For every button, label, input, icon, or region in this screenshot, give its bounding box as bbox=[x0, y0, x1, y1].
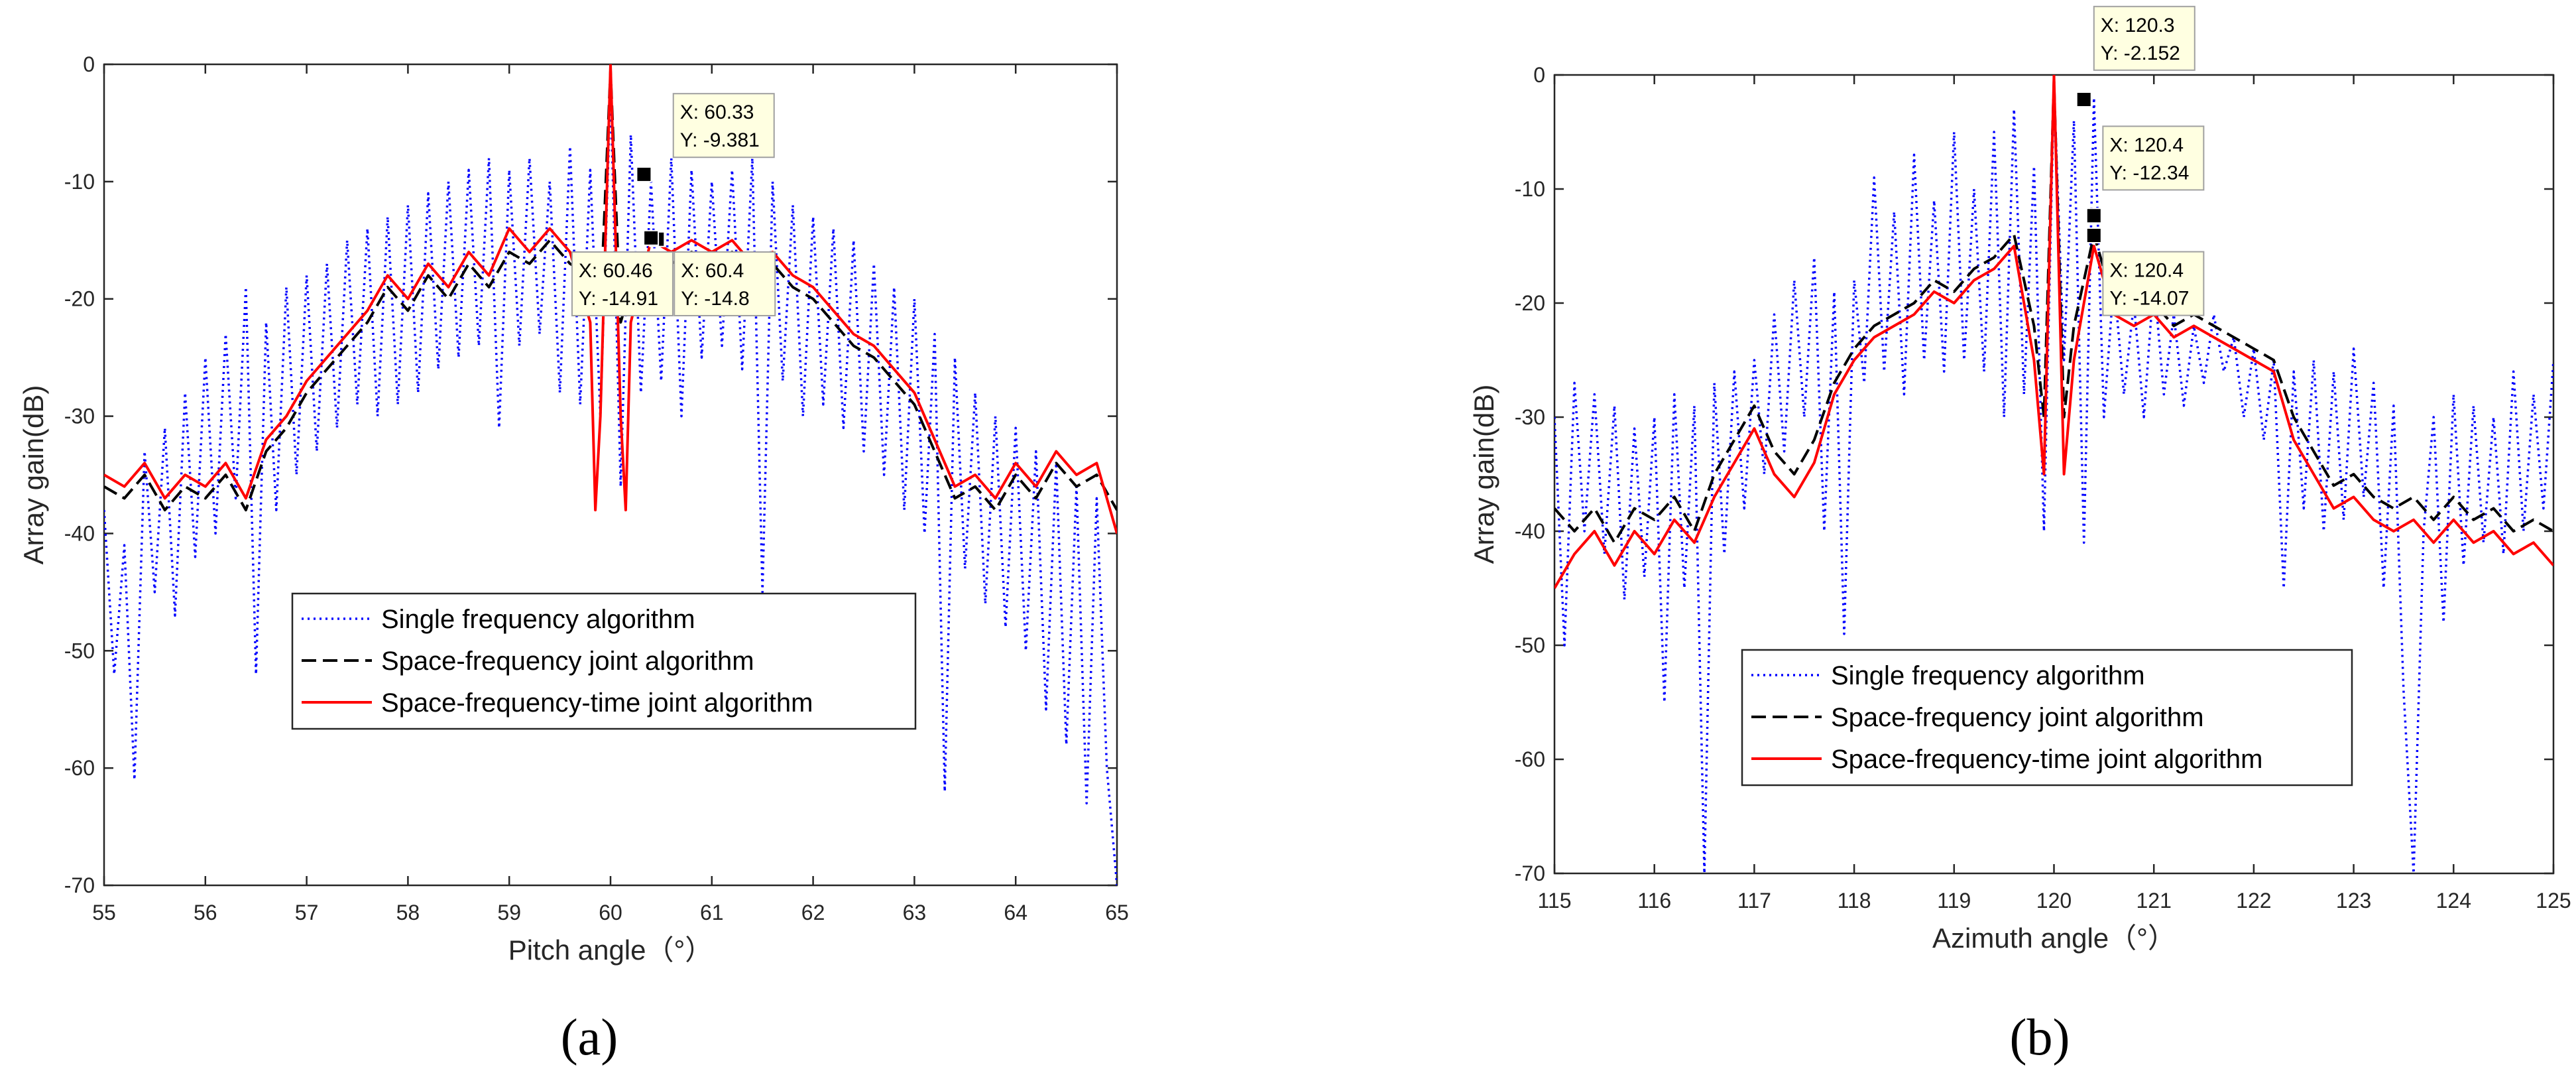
datatip-y: Y: -14.91 bbox=[579, 288, 658, 310]
plot-area-a bbox=[103, 63, 1118, 887]
x-tick-label: 61 bbox=[700, 901, 724, 924]
datatip-marker bbox=[2085, 208, 2102, 224]
datatip-box bbox=[2102, 125, 2205, 191]
x-tick-label: 115 bbox=[1537, 889, 1571, 913]
y-tick-label: -30 bbox=[64, 405, 95, 428]
x-tick-label: 118 bbox=[1838, 889, 1871, 913]
datatip-y: Y: -9.381 bbox=[680, 129, 760, 151]
y-tick-label: -70 bbox=[64, 873, 95, 897]
datatip-box bbox=[673, 251, 776, 316]
y-tick-label: -40 bbox=[1515, 519, 1545, 543]
datatip-y: Y: -2.152 bbox=[2101, 42, 2180, 64]
y-tick-label: 0 bbox=[83, 52, 95, 76]
x-tick-label: 119 bbox=[1937, 889, 1971, 913]
y-tick-label: -40 bbox=[64, 521, 95, 545]
x-axis-label: Pitch angle（°） bbox=[508, 934, 713, 966]
legend-label: Space-frequency-time joint algorithm bbox=[381, 688, 813, 718]
y-tick-label: -50 bbox=[64, 639, 95, 663]
x-tick-label: 65 bbox=[1105, 901, 1129, 924]
y-tick-label: 0 bbox=[1533, 63, 1545, 87]
legend-label: Single frequency algorithm bbox=[381, 605, 695, 634]
legend-label: Space-frequency-time joint algorithm bbox=[1831, 745, 2262, 774]
datatip-y: Y: -12.34 bbox=[2109, 162, 2189, 184]
legend-label: Single frequency algorithm bbox=[1831, 661, 2145, 690]
panel-label-a: (a) bbox=[561, 1008, 618, 1066]
x-tick-label: 58 bbox=[396, 901, 420, 924]
x-tick-label: 120 bbox=[2036, 889, 2072, 913]
datatip-box bbox=[672, 93, 775, 158]
datatip-marker bbox=[636, 166, 652, 182]
x-tick-label: 63 bbox=[903, 901, 927, 924]
datatip-marker bbox=[643, 229, 660, 246]
x-tick-label: 60 bbox=[599, 901, 622, 924]
legend-label: Space-frequency joint algorithm bbox=[1831, 703, 2204, 732]
y-axis-label: Array gain(dB) bbox=[18, 385, 49, 565]
datatip-y: Y: -14.8 bbox=[681, 288, 749, 310]
chart-panel-b: 115 116 117 118 119 120 121 122 123 124 125 0 -10 -20… bbox=[1468, 5, 2571, 954]
y-tick-label: -50 bbox=[1515, 633, 1545, 657]
x-tick-label: 59 bbox=[497, 901, 521, 924]
datatip-box bbox=[2102, 251, 2205, 316]
y-tick-label: -20 bbox=[1515, 291, 1545, 315]
datatip-box bbox=[2093, 5, 2195, 71]
x-tick-label: 55 bbox=[92, 901, 116, 924]
legend-label: Space-frequency joint algorithm bbox=[381, 647, 754, 676]
y-tick-label: -60 bbox=[1515, 747, 1545, 771]
x-tick-label: 117 bbox=[1737, 889, 1771, 913]
y-tick-label: -30 bbox=[1515, 405, 1545, 429]
datatip-marker bbox=[2076, 92, 2092, 108]
x-tick-label: 56 bbox=[194, 901, 217, 924]
x-tick-label: 121 bbox=[2137, 889, 2172, 913]
x-tick-label: 125 bbox=[2536, 889, 2571, 913]
x-tick-label: 116 bbox=[1637, 889, 1671, 913]
y-tick-label: -70 bbox=[1515, 861, 1545, 885]
datatip-x: X: 60.46 bbox=[579, 260, 653, 282]
datatip-box bbox=[571, 251, 673, 316]
legend-box bbox=[1741, 649, 2353, 787]
x-tick-label: 124 bbox=[2436, 889, 2471, 913]
panel-label-b: (b) bbox=[2010, 1008, 2070, 1066]
x-tick-label: 62 bbox=[801, 901, 825, 924]
legend-box bbox=[291, 592, 917, 730]
chart-panel-a: 55 56 57 58 59 60 61 62 63 64 65 0 -10 -20 -30 -40 -50 -6… bbox=[18, 52, 1129, 966]
y-tick-label: -10 bbox=[64, 170, 95, 194]
series-line-space-frequency-time bbox=[1554, 75, 2553, 590]
series-line-single-frequency bbox=[1554, 85, 2553, 873]
x-tick-label: 123 bbox=[2336, 889, 2371, 913]
y-tick-label: -20 bbox=[64, 287, 95, 311]
datatip-marker bbox=[2085, 227, 2102, 244]
x-tick-label: 122 bbox=[2236, 889, 2271, 913]
y-axis-label: Array gain(dB) bbox=[1468, 385, 1499, 564]
datatip-x: X: 120.4 bbox=[2109, 260, 2184, 282]
series-line-single-frequency bbox=[104, 86, 1117, 885]
datatip-x: X: 60.4 bbox=[681, 260, 744, 282]
datatip-x: X: 120.4 bbox=[2109, 134, 2184, 156]
y-tick-label: -10 bbox=[1515, 177, 1545, 201]
datatip-y: Y: -14.07 bbox=[2109, 288, 2189, 310]
x-tick-label: 57 bbox=[295, 901, 319, 924]
datatip-x: X: 120.3 bbox=[2101, 15, 2175, 36]
x-tick-label: 64 bbox=[1004, 901, 1027, 924]
series-line-space-frequency-time bbox=[104, 64, 1117, 534]
y-tick-label: -60 bbox=[64, 756, 95, 780]
datatip-x: X: 60.33 bbox=[680, 101, 754, 123]
x-axis-label: Azimuth angle（°） bbox=[1932, 922, 2176, 954]
